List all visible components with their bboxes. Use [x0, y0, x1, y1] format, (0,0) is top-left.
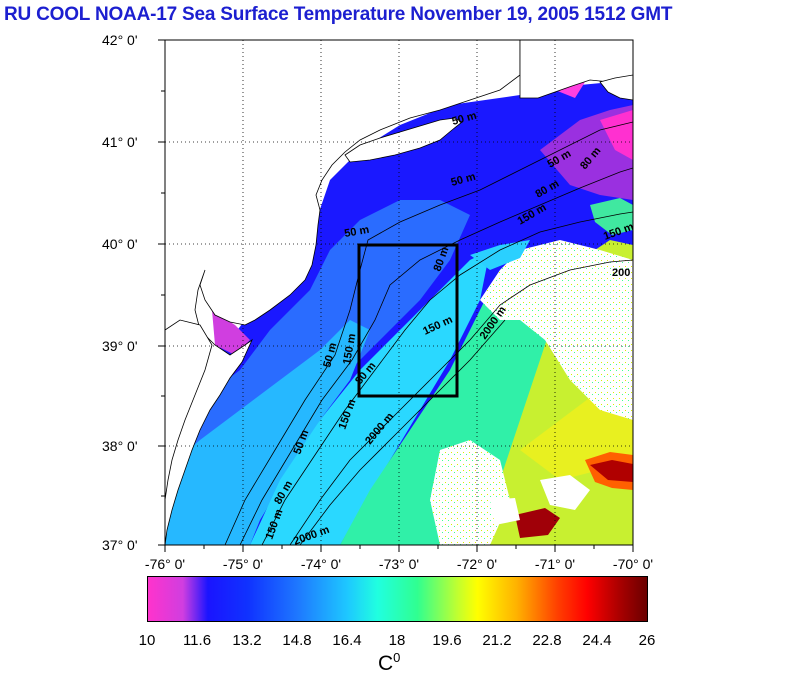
land-cape-cod [599, 74, 633, 101]
lon-label-71: -71° 0' [534, 556, 576, 572]
colorbar-tick-11-6: 11.6 [182, 632, 212, 649]
lon-label-74: -74° 0' [300, 556, 342, 572]
lat-label-38: 38° 0' [102, 438, 138, 454]
lon-label-75: -75° 0' [222, 556, 264, 572]
unit-superscript: 0 [393, 650, 401, 665]
contour-label-200: 200 [612, 267, 630, 279]
cloud-area-south [430, 440, 510, 545]
axis-ticks [158, 39, 634, 552]
lon-label-72: -72° 0' [456, 556, 498, 572]
lon-label-70: -70° 0' [612, 556, 654, 572]
colorbar-tick-14-8: 14.8 [282, 632, 312, 649]
colorbar-tick-22-8: 22.8 [532, 632, 562, 649]
contour-2000m [289, 259, 633, 545]
land-new-jersey [165, 40, 521, 545]
contour-80m [239, 167, 633, 545]
shelf-break-cyan [470, 240, 530, 270]
lat-label-41: 41° 0' [102, 134, 138, 150]
lon-label-76: -76° 0' [144, 556, 186, 572]
lat-label-37: 37° 0' [102, 537, 138, 553]
map-title: RU COOL NOAA-17 Sea Surface Temperature … [4, 4, 673, 25]
study-area-box [357, 243, 459, 398]
land-delmarva [165, 319, 213, 501]
coastal-cold-magenta-2 [555, 82, 585, 98]
lat-label-42: 42° 0' [102, 32, 138, 48]
graticule [165, 40, 633, 545]
land-long-island [344, 117, 463, 163]
contour-50m [224, 121, 633, 545]
lat-label-40: 40° 0' [102, 236, 138, 252]
colorbar-unit: C0 [378, 650, 401, 676]
contour-label-50m-c: 50 m [343, 224, 370, 240]
shelf-break-green [590, 198, 633, 235]
cloud-area-east [480, 240, 633, 420]
colorbar-tick-24-4: 24.4 [582, 632, 612, 649]
unit-letter: C [378, 652, 394, 675]
hot-patch-south [515, 508, 560, 538]
bathymetry-contours [224, 121, 633, 545]
lon-label-73: -73° 0' [378, 556, 420, 572]
colorbar-tick-19-6: 19.6 [432, 632, 462, 649]
contour-150m [261, 211, 633, 545]
coastal-cold-magenta [600, 110, 633, 160]
lat-label-39: 39° 0' [102, 338, 138, 354]
delaware-bay-magenta [212, 310, 250, 355]
land-new-england [519, 40, 633, 99]
colorbar-tick-18: 18 [388, 632, 406, 649]
temperature-colorbar [147, 576, 648, 622]
cloud-area-south-3 [490, 498, 520, 525]
colorbar-tick-26: 26 [638, 632, 656, 649]
shelf-water-cyan [165, 320, 370, 545]
colorbar-tick-13-2: 13.2 [232, 632, 262, 649]
cloud-area-south-2 [540, 475, 590, 510]
colorbar-tick-16-4: 16.4 [332, 632, 362, 649]
contour-inner [299, 319, 506, 545]
contour-label-150m-f: 150 m [341, 333, 358, 366]
colorbar-tick-21-2: 21.2 [482, 632, 512, 649]
colorbar-tick-10: 10 [138, 632, 156, 649]
hot-patch-southeast [590, 460, 633, 482]
